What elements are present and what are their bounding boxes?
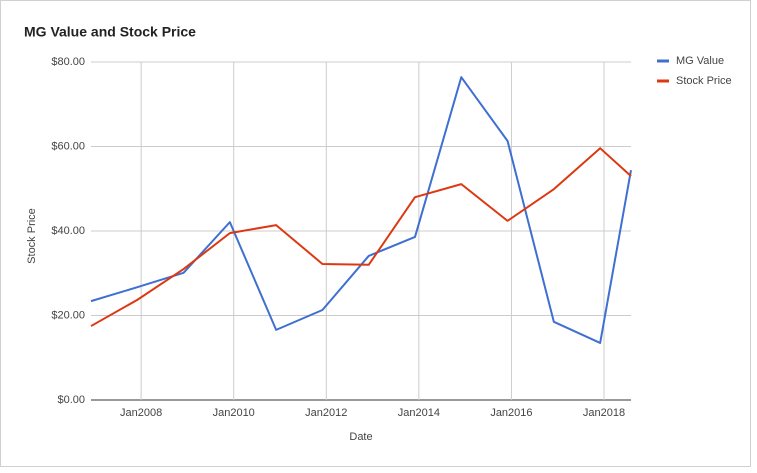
y-axis-title: Stock Price bbox=[26, 208, 38, 264]
x-tick-label: Jan2008 bbox=[120, 407, 162, 419]
chart-frame bbox=[0, 0, 751, 467]
series-line bbox=[90, 147, 632, 327]
series-line bbox=[90, 76, 632, 344]
y-tick-label: $80.00 bbox=[51, 56, 85, 68]
x-axis-title: Date bbox=[349, 431, 372, 443]
x-tick-label: Jan2014 bbox=[398, 407, 440, 419]
y-tick-label: $20.00 bbox=[51, 309, 85, 321]
x-tick-label: Jan2012 bbox=[305, 407, 347, 419]
chart-title: MG Value and Stock Price bbox=[24, 24, 196, 40]
legend-label: MG Value bbox=[676, 55, 724, 67]
x-tick-label: Jan2016 bbox=[490, 407, 532, 419]
x-tick-label: Jan2018 bbox=[583, 407, 625, 419]
y-tick-label: $0.00 bbox=[57, 394, 85, 406]
x-tick-label: Jan2010 bbox=[213, 407, 255, 419]
legend-label: Stock Price bbox=[676, 75, 732, 87]
y-tick-label: $60.00 bbox=[51, 140, 85, 152]
y-tick-label: $40.00 bbox=[51, 225, 85, 237]
